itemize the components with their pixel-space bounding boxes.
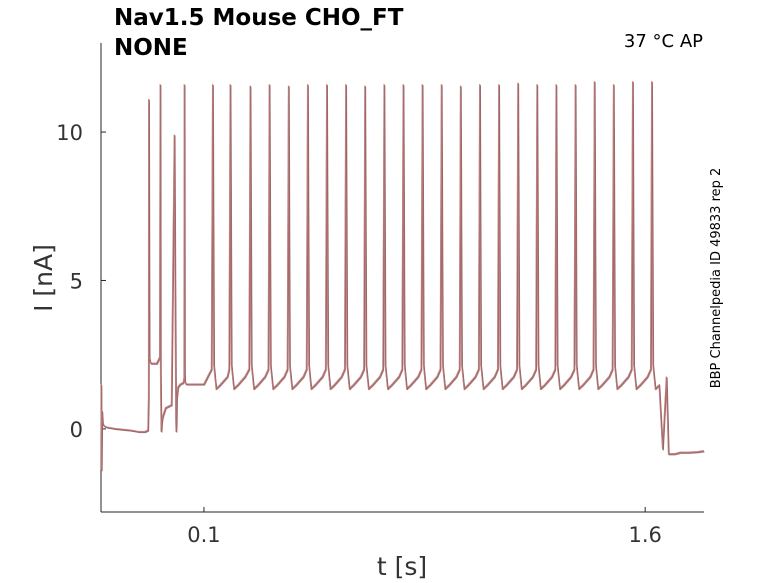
- x-tick-label: 0.1: [187, 523, 220, 547]
- x-tick-label: 1.6: [628, 523, 661, 547]
- ticks: 0 5 10 0.1 1.6: [56, 121, 662, 547]
- x-axis-label: t [s]: [377, 552, 427, 581]
- y-tick-label: 0: [70, 418, 83, 442]
- chart-title: Nav1.5 Mouse CHO_FT: [114, 5, 404, 31]
- current-trace-2: [101, 82, 705, 472]
- chart-subtitle: NONE: [114, 35, 188, 61]
- y-axis-label: I [nA]: [29, 244, 58, 312]
- current-trace-3: [100, 80, 704, 470]
- condition-label: 37 °C AP: [624, 31, 703, 52]
- y-tick-label: 5: [70, 269, 83, 293]
- traces: [100, 80, 705, 472]
- side-label: BBP Channelpedia ID 49833 rep 2: [709, 168, 724, 389]
- y-tick-label: 10: [56, 121, 83, 145]
